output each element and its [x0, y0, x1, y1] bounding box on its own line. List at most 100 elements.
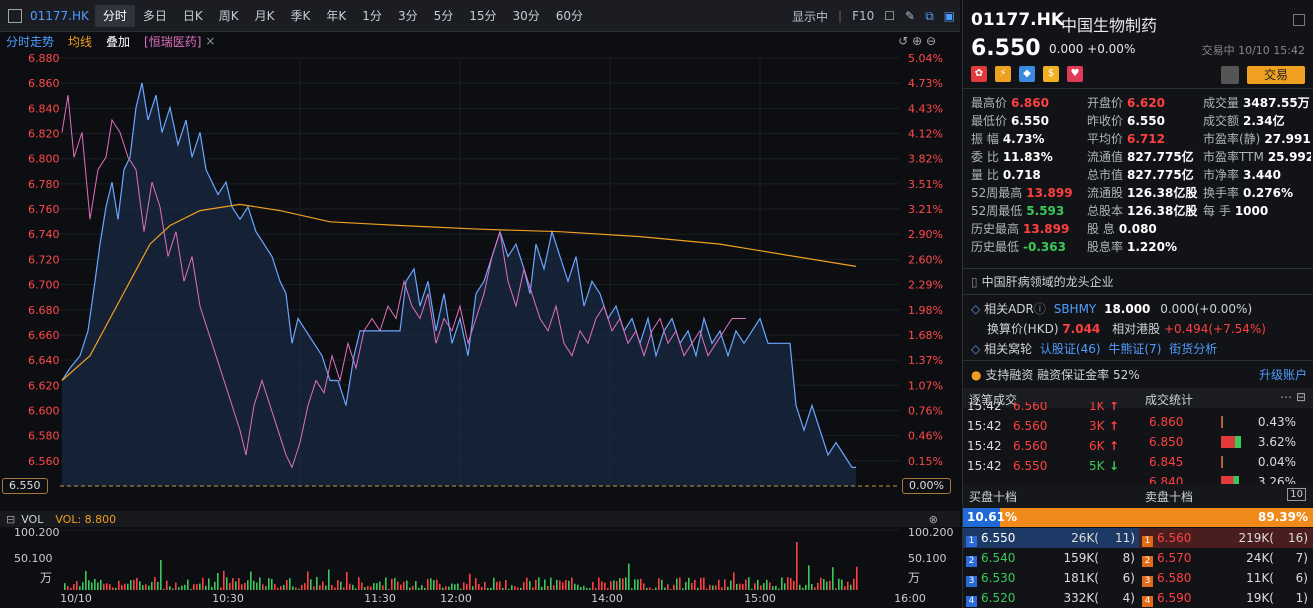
tick-price: 6.560 [1013, 419, 1048, 433]
period-tab[interactable]: 日K [182, 8, 203, 23]
period-tab[interactable]: 3分 [397, 8, 418, 23]
overlay-close-icon[interactable]: × [205, 34, 216, 48]
volume-bar [655, 587, 657, 590]
volume-bar [331, 584, 333, 590]
display-dropdown[interactable]: 显示中 [792, 9, 829, 24]
bid-orders: 4) [1122, 591, 1135, 605]
trade-button[interactable]: 交易 [1247, 66, 1305, 84]
price-tick: 6.880 [28, 52, 60, 65]
street-analysis-link[interactable]: 街货分析 [1169, 342, 1218, 356]
volume-bar [790, 578, 792, 590]
collapse-icon[interactable]: ⊟ [6, 512, 16, 526]
ask-row[interactable]: 1 6.560 219K(16) [1139, 528, 1313, 548]
intraday-chart[interactable]: 6.880 5.04% 6.860 4.73% 6.840 4.43% 6.820 4.12%… [0, 50, 960, 608]
stat-label: 总股本 [1087, 204, 1124, 218]
stat-value: 11.83% [1002, 150, 1053, 164]
period-tab[interactable]: 30分 [512, 8, 540, 23]
stock-code-tab[interactable]: 01177.HK [30, 8, 89, 23]
f10-button[interactable]: F10 [852, 9, 875, 23]
volume-bar [451, 583, 453, 590]
vol-value: VOL: 8.800 [55, 512, 117, 526]
price-tick: 6.680 [28, 304, 60, 317]
period-tab[interactable]: 周K [218, 8, 239, 23]
tick-trades-tab[interactable]: 逐笔成交 [969, 393, 1018, 407]
ask-tab[interactable]: 卖盘十档 [1145, 490, 1194, 504]
stat-cell: 股 息 0.080 [1087, 220, 1203, 238]
stat-cell: 成交量 3487.55万 [1203, 94, 1311, 112]
upgrade-account-link[interactable]: 升级账户 [1259, 368, 1308, 382]
volume-bar [580, 587, 582, 590]
stat-value: 0.276% [1243, 186, 1293, 200]
bid-row[interactable]: 2 6.540 159K(8) [963, 548, 1139, 568]
overlay-line [61, 95, 746, 469]
volume-bar [817, 582, 819, 590]
chart-controls-icon[interactable]: ↺ ⊕ ⊖ [898, 34, 936, 48]
flash-icon[interactable]: ⚡ [995, 66, 1011, 82]
volume-bar [604, 582, 606, 590]
trade-stats-tab[interactable]: 成交统计 [1145, 393, 1194, 407]
period-tab[interactable]: 季K [290, 8, 311, 23]
period-tab[interactable]: 分时 [94, 4, 135, 27]
stat-label: 委 比 [971, 150, 999, 164]
period-tab[interactable]: 1分 [362, 8, 382, 23]
ask-row[interactable]: 3 6.580 11K(6) [1139, 568, 1313, 588]
volume-bar [832, 567, 834, 590]
bid-row[interactable]: 4 6.520 332K(4) [963, 588, 1139, 608]
ask-row[interactable]: 2 6.570 24K(7) [1139, 548, 1313, 568]
stat-label: 每 手 [1203, 204, 1231, 218]
company-profile[interactable]: ▯ 中国肝病领域的龙头企业 [971, 275, 1114, 289]
alert-bell-icon[interactable] [1221, 66, 1239, 84]
stat-cell: 历史最高 13.899 [971, 220, 1087, 238]
volume-bar [376, 583, 378, 590]
period-tab[interactable]: 月K [254, 8, 275, 23]
hk-flag-icon[interactable]: ✿ [971, 66, 987, 82]
trade-stat-pct: 3.26% [1257, 475, 1296, 484]
panel-icon[interactable]: ▣ [943, 9, 955, 23]
ask-row[interactable]: 4 6.590 19K(1) [1139, 588, 1313, 608]
volume-bar [271, 579, 273, 590]
overlay-label[interactable]: 叠加 [106, 34, 131, 49]
stat-label: 平均价 [1087, 132, 1124, 146]
bid-tab[interactable]: 买盘十档 [969, 490, 1018, 504]
trade-stat-price: 6.860 [1149, 415, 1184, 429]
cbbc-link[interactable]: 牛熊证(7) [1108, 342, 1162, 356]
stat-cell: 流通股 126.38亿股 [1087, 184, 1203, 202]
period-tab[interactable]: 60分 [555, 8, 584, 23]
volume-bar [211, 586, 213, 590]
volume-bar [562, 582, 564, 590]
window-icon[interactable] [1293, 14, 1305, 26]
volume-bar [838, 578, 840, 590]
volume-bar [262, 584, 264, 590]
trade-stat-bar [1221, 456, 1223, 468]
volume-bar [754, 583, 756, 590]
dollar-icon[interactable]: $ [1043, 66, 1059, 82]
warrant-link[interactable]: 认股证(46) [1039, 342, 1101, 356]
draw-icon[interactable]: ✎ [905, 9, 916, 23]
vol-close-icon[interactable]: ⊗ [928, 512, 938, 526]
sidebar-toggle-icon[interactable] [8, 8, 22, 23]
adr-code-link[interactable]: SBHMY [1053, 302, 1097, 316]
period-tab[interactable]: 年K [326, 8, 347, 23]
period-tab[interactable]: 15分 [469, 8, 497, 23]
period-tab[interactable]: 多日 [142, 8, 167, 23]
ask-volume: 219K( [1238, 531, 1274, 545]
vol-tick: 50.100 [14, 552, 53, 565]
volume-bar [106, 583, 108, 590]
avg-line-label: 均线 [68, 34, 93, 49]
bid-level-index: 3 [966, 576, 977, 587]
ask-level-index: 2 [1142, 556, 1153, 567]
volume-bar [64, 583, 66, 590]
more-icon[interactable]: ⋯ ⊟ [1280, 390, 1306, 404]
tag-icon[interactable]: ◆ [1019, 66, 1035, 82]
period-tab[interactable]: 5分 [433, 8, 454, 23]
ten-level-toggle[interactable]: 10 [1287, 488, 1306, 501]
volume-bar [394, 578, 396, 590]
bid-row[interactable]: 1 6.550 26K(11) [963, 528, 1139, 548]
favorite-icon[interactable]: ♥ [1067, 66, 1083, 82]
volume-bar [502, 587, 504, 590]
bid-volume: 181K( [1063, 571, 1099, 585]
quote-change: 0.000 +0.00% [1049, 42, 1136, 56]
layout-icon[interactable]: ⧉ [925, 8, 934, 23]
bid-row[interactable]: 3 6.530 181K(6) [963, 568, 1139, 588]
checkbox-icon[interactable]: ☐ [884, 9, 896, 23]
